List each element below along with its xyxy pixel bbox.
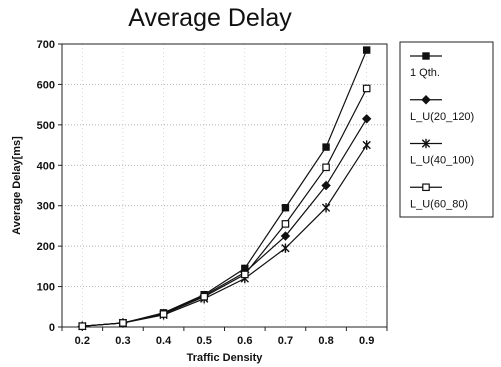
legend-item: L_U(40_100)	[410, 138, 474, 167]
legend-item: L_U(20_120)	[410, 95, 474, 123]
legend-label: L_U(60_80)	[410, 198, 468, 210]
x-axis: 0.2 0.3 0.4 0.5 0.6 0.7 0.8 0.9	[61, 327, 388, 347]
x-tick-label: 0.3	[115, 335, 130, 347]
data-point	[362, 140, 371, 150]
legend-label: 1 Qth.	[410, 67, 440, 79]
legend-marker	[422, 183, 430, 192]
legend-label: L_U(20_120)	[410, 111, 474, 123]
x-tick-label: 0.5	[197, 335, 212, 347]
x-tick-label: 0.6	[237, 335, 252, 347]
legend: 1 Qth. L_U(20_120) L_U(40_100) L_U(60_80)	[399, 41, 494, 218]
y-tick-label: 200	[37, 241, 55, 253]
series-lines	[77, 46, 372, 331]
data-point	[362, 46, 371, 54]
legend-marker	[422, 52, 430, 60]
data-point	[280, 231, 291, 241]
legend-marker	[421, 138, 431, 149]
x-tick-label: 0.4	[156, 335, 172, 347]
chart-title: Average Delay	[128, 4, 292, 32]
grid-lines	[62, 44, 387, 327]
y-tick-label: 600	[37, 79, 55, 91]
legend-item: 1 Qth.	[410, 52, 442, 79]
y-tick-label: 700	[37, 39, 55, 51]
data-point	[361, 114, 372, 124]
data-point	[322, 163, 330, 172]
data-point	[78, 322, 87, 330]
data-point	[241, 270, 249, 279]
y-axis: 0 100 200 300 400 500 600 700	[37, 39, 62, 334]
y-tick-label: 400	[37, 160, 55, 172]
y-tick-label: 0	[49, 322, 55, 334]
data-point	[321, 203, 331, 213]
data-point	[281, 220, 290, 228]
y-tick-label: 500	[37, 120, 55, 132]
x-tick-label: 0.7	[278, 335, 293, 347]
data-point	[200, 292, 208, 301]
y-axis-label: Average Delay[ms]	[11, 136, 23, 235]
x-tick-label: 0.9	[359, 335, 374, 347]
data-point	[321, 180, 331, 191]
series-line	[82, 144, 368, 327]
data-point	[281, 243, 290, 253]
series-line	[82, 88, 368, 327]
y-tick-label: 300	[37, 201, 55, 213]
legend-item: L_U(60_80)	[410, 183, 468, 210]
x-axis-label: Traffic Density	[187, 352, 264, 364]
data-point	[281, 204, 290, 212]
data-point	[322, 143, 330, 151]
x-tick-label: 0.2	[75, 335, 90, 347]
legend-label: L_U(40_100)	[410, 155, 474, 167]
legend-marker	[421, 95, 431, 105]
y-tick-label: 100	[37, 282, 55, 294]
data-point	[362, 84, 371, 93]
series-4	[78, 84, 371, 330]
data-point	[159, 310, 168, 318]
x-tick-label: 0.8	[318, 335, 333, 347]
data-point	[119, 319, 127, 327]
